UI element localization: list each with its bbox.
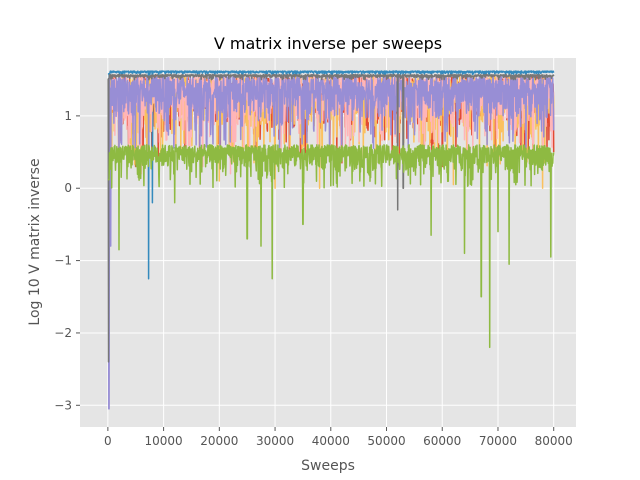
- series-line: [107, 73, 555, 363]
- series-layer: [107, 70, 555, 410]
- chart-title: V matrix inverse per sweeps: [214, 34, 442, 53]
- x-tick-label: 10000: [145, 434, 183, 448]
- x-axis-ticks: 0 10000 20000 30000 40000 50000 60000 70000 8000…: [104, 427, 573, 448]
- y-tick-label: −3: [54, 398, 72, 412]
- x-tick-label: 60000: [423, 434, 461, 448]
- x-tick-label: 80000: [535, 434, 573, 448]
- y-tick-label: −1: [54, 254, 72, 268]
- y-tick-label: 0: [64, 181, 72, 195]
- x-tick-label: 40000: [312, 434, 350, 448]
- series-line: [107, 144, 555, 349]
- series-line: [107, 75, 555, 410]
- y-tick-label: 1: [64, 109, 72, 123]
- x-tick-label: 0: [104, 434, 112, 448]
- x-tick-label: 70000: [479, 434, 517, 448]
- y-axis-ticks: −3 −2 −1 0 1: [54, 109, 80, 412]
- x-tick-label: 30000: [256, 434, 294, 448]
- x-axis-label: Sweeps: [301, 458, 355, 474]
- series-line: [107, 70, 555, 280]
- x-tick-label: 20000: [200, 434, 238, 448]
- y-tick-label: −2: [54, 326, 72, 340]
- y-axis-label: Log 10 V matrix inverse: [27, 158, 43, 325]
- x-tick-label: 50000: [367, 434, 405, 448]
